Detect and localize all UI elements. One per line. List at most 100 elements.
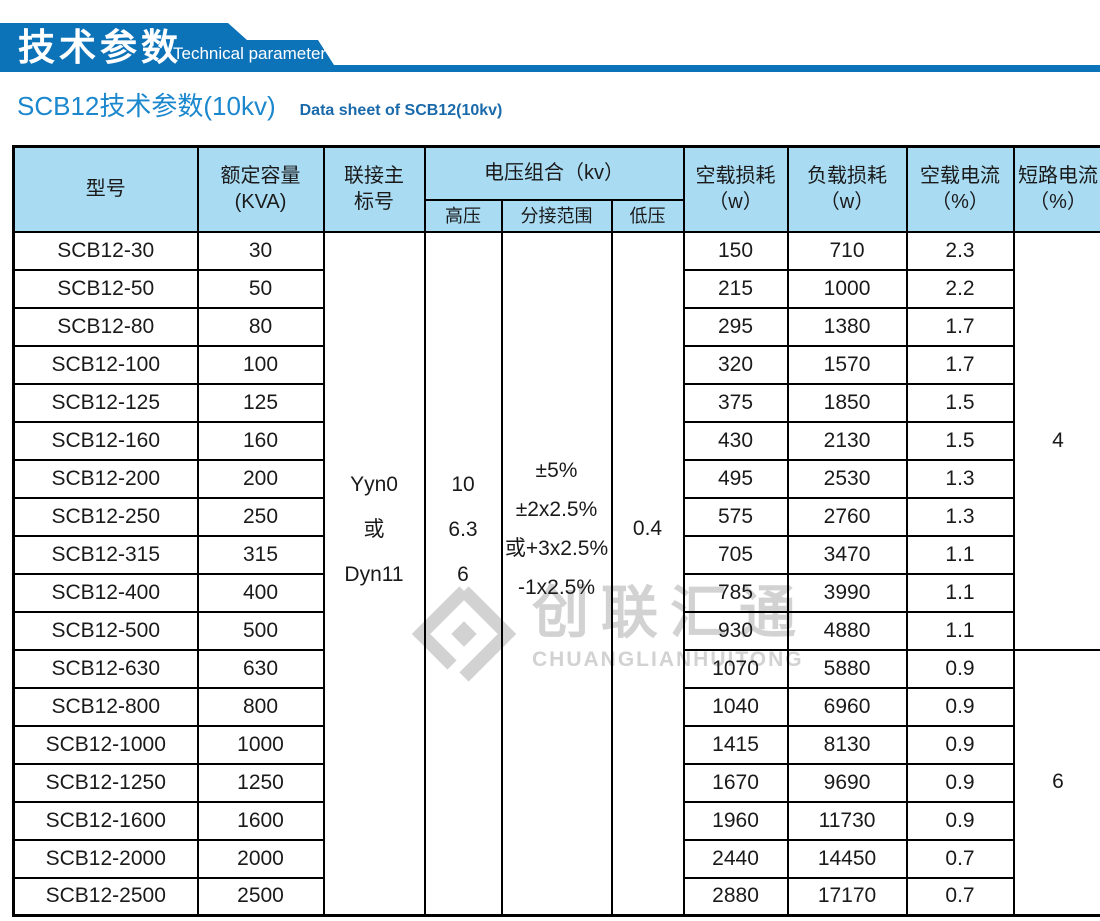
capacity-cell: 800 [196, 686, 325, 727]
model-cell: SCB12-630 [12, 648, 199, 689]
short-circuit-cell: 6 [1012, 648, 1100, 917]
table-row: SCB12-160 160 430 2130 1.5 [12, 420, 1100, 461]
table-header: 型号 额定容量 (KVA) 联接主 标号 电压组合（kv） 空载损耗 （w） 负… [12, 145, 1100, 233]
no-load-current-cell: 1.1 [905, 572, 1015, 613]
table-row: SCB12-1600 1600 1960 11730 0.9 [12, 800, 1100, 841]
capacity-cell: 200 [196, 458, 325, 499]
load-loss-cell: 14450 [786, 838, 908, 879]
no-load-loss-cell: 430 [682, 420, 789, 461]
col-header-load-loss: 负载损耗 （w） [786, 145, 908, 233]
load-loss-cell: 1850 [786, 382, 908, 423]
model-cell: SCB12-2500 [12, 876, 199, 917]
model-cell: SCB12-30 [12, 230, 199, 271]
banner-title-en: Technical parameter [173, 44, 327, 63]
table-row: SCB12-630 630 1070 5880 0.9 6 [12, 648, 1100, 917]
capacity-cell: 400 [196, 572, 325, 613]
capacity-cell: 630 [196, 648, 325, 689]
subtitle-zh: SCB12技术参数(10kv) [17, 91, 276, 121]
model-cell: SCB12-315 [12, 534, 199, 575]
no-load-current-cell: 0.7 [905, 876, 1015, 917]
no-load-loss-cell: 1960 [682, 800, 789, 841]
capacity-cell: 2000 [196, 838, 325, 879]
load-loss-cell: 1000 [786, 268, 908, 309]
capacity-cell: 315 [196, 534, 325, 575]
load-loss-cell: 8130 [786, 724, 908, 765]
no-load-loss-cell: 785 [682, 572, 789, 613]
model-cell: SCB12-1250 [12, 762, 199, 803]
table-row: SCB12-125 125 375 1850 1.5 [12, 382, 1100, 423]
no-load-loss-cell: 2880 [682, 876, 789, 917]
no-load-current-cell: 0.9 [905, 686, 1015, 727]
subtitle-en: Data sheet of SCB12(10kv) [299, 102, 503, 119]
load-loss-cell: 17170 [786, 876, 908, 917]
model-cell: SCB12-1000 [12, 724, 199, 765]
capacity-cell: 50 [196, 268, 325, 309]
table-row: SCB12-2500 2500 2880 17170 0.7 [12, 876, 1100, 917]
model-cell: SCB12-80 [12, 306, 199, 347]
no-load-current-cell: 1.7 [905, 344, 1015, 385]
col-header-vector-group: 联接主 标号 [322, 145, 426, 233]
load-loss-cell: 6960 [786, 686, 908, 727]
no-load-loss-cell: 930 [682, 610, 789, 651]
no-load-loss-cell: 2440 [682, 838, 789, 879]
model-cell: SCB12-100 [12, 344, 199, 385]
model-cell: SCB12-250 [12, 496, 199, 537]
model-cell: SCB12-200 [12, 458, 199, 499]
model-cell: SCB12-500 [12, 610, 199, 651]
capacity-cell: 500 [196, 610, 325, 651]
table-row: SCB12-200 200 495 2530 1.3 [12, 458, 1100, 499]
hv-cell: 10 6.3 6 [423, 230, 503, 917]
model-cell: SCB12-125 [12, 382, 199, 423]
table-row: SCB12-50 50 215 1000 2.2 [12, 268, 1100, 309]
capacity-cell: 125 [196, 382, 325, 423]
table-row: SCB12-2000 2000 2440 14450 0.7 [12, 838, 1100, 879]
no-load-current-cell: 1.3 [905, 458, 1015, 499]
col-header-hv: 高压 [423, 198, 503, 233]
model-cell: SCB12-2000 [12, 838, 199, 879]
table-row: SCB12-800 800 1040 6960 0.9 [12, 686, 1100, 727]
capacity-cell: 100 [196, 344, 325, 385]
capacity-cell: 250 [196, 496, 325, 537]
no-load-loss-cell: 705 [682, 534, 789, 575]
no-load-current-cell: 1.7 [905, 306, 1015, 347]
capacity-cell: 1250 [196, 762, 325, 803]
no-load-current-cell: 1.5 [905, 420, 1015, 461]
no-load-current-cell: 1.5 [905, 382, 1015, 423]
model-cell: SCB12-50 [12, 268, 199, 309]
no-load-current-cell: 1.1 [905, 610, 1015, 651]
col-header-model: 型号 [12, 145, 199, 233]
no-load-current-cell: 2.3 [905, 230, 1015, 271]
subtitle: SCB12技术参数(10kv) Data sheet of SCB12(10kv… [17, 86, 502, 123]
section-banner: 技术参数 Technical parameter [0, 23, 1100, 72]
table-row: SCB12-400 400 785 3990 1.1 [12, 572, 1100, 613]
table-row: SCB12-315 315 705 3470 1.1 [12, 534, 1100, 575]
no-load-current-cell: 0.9 [905, 724, 1015, 765]
load-loss-cell: 4880 [786, 610, 908, 651]
no-load-current-cell: 0.9 [905, 800, 1015, 841]
model-cell: SCB12-1600 [12, 800, 199, 841]
capacity-cell: 80 [196, 306, 325, 347]
table-row: SCB12-1250 1250 1670 9690 0.9 [12, 762, 1100, 803]
model-cell: SCB12-400 [12, 572, 199, 613]
load-loss-cell: 3990 [786, 572, 908, 613]
no-load-current-cell: 0.9 [905, 648, 1015, 689]
col-header-short-circuit-current: 短路电流 （%） [1012, 145, 1100, 233]
table-row: SCB12-30 30 Yyn0 或 Dyn11 10 6.3 6 ±5% ±2x2.5… [12, 230, 1100, 917]
no-load-loss-cell: 495 [682, 458, 789, 499]
table-row: SCB12-250 250 575 2760 1.3 [12, 496, 1100, 537]
table-row: SCB12-80 80 295 1380 1.7 [12, 306, 1100, 347]
tap-range-cell: ±5% ±2x2.5% 或+3x2.5% -1x2.5% [500, 230, 613, 917]
load-loss-cell: 2130 [786, 420, 908, 461]
no-load-current-cell: 1.1 [905, 534, 1015, 575]
parameters-table: 型号 额定容量 (KVA) 联接主 标号 电压组合（kv） 空载损耗 （w） 负… [12, 145, 1100, 917]
no-load-loss-cell: 295 [682, 306, 789, 347]
model-cell: SCB12-160 [12, 420, 199, 461]
load-loss-cell: 2760 [786, 496, 908, 537]
col-header-no-load-current: 空载电流 （%） [905, 145, 1015, 233]
load-loss-cell: 3470 [786, 534, 908, 575]
no-load-loss-cell: 320 [682, 344, 789, 385]
no-load-loss-cell: 1670 [682, 762, 789, 803]
load-loss-cell: 1570 [786, 344, 908, 385]
load-loss-cell: 11730 [786, 800, 908, 841]
